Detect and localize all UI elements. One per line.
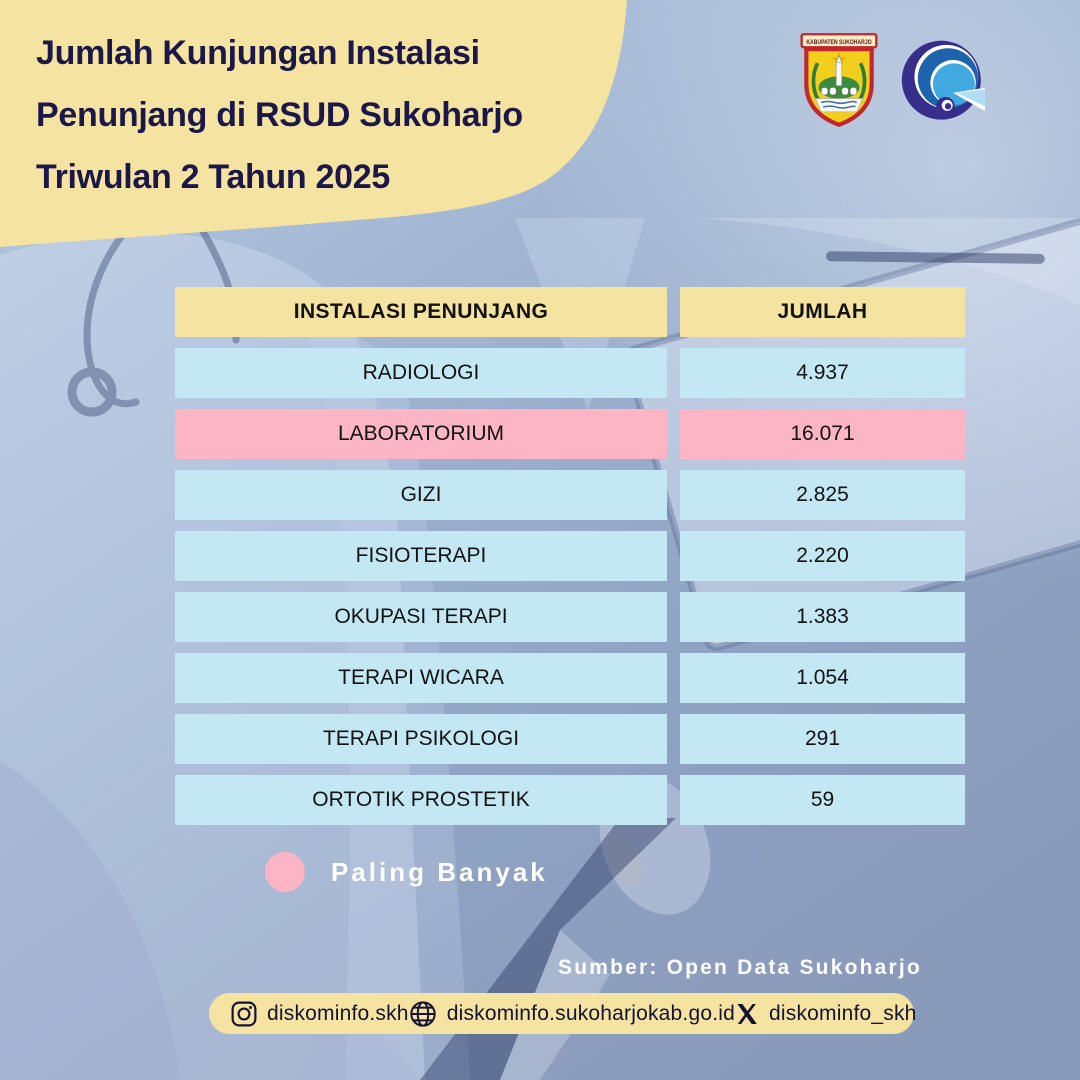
- website-handle-group: diskominfo.sukoharjokab.go.id: [409, 1000, 735, 1028]
- title-line-1: Jumlah Kunjungan Instalasi: [36, 34, 480, 72]
- page-title: Jumlah Kunjungan Instalasi Penunjang di …: [36, 22, 596, 208]
- source-text: Sumber: Open Data Sukoharjo: [558, 956, 922, 979]
- table-row-value: 59: [680, 775, 965, 825]
- table-row-label: ORTOTIK PROSTETIK: [175, 775, 667, 825]
- instagram-handle-group: diskominfo.skh: [231, 1001, 409, 1027]
- x-handle-group: diskominfo_skh: [735, 1002, 917, 1026]
- globe-icon: [409, 1000, 437, 1028]
- table-row-value: 1.054: [680, 653, 965, 703]
- table-row-label: TERAPI WICARA: [175, 653, 667, 703]
- table-row-label: RADIOLOGI: [175, 348, 667, 398]
- table-row-value: 1.383: [680, 592, 965, 642]
- table-row-value-highlighted: 16.071: [680, 409, 965, 459]
- x-icon: [735, 1002, 759, 1026]
- title-blob: [0, 0, 627, 247]
- instagram-icon: [231, 1001, 257, 1027]
- legend: Paling Banyak: [265, 852, 548, 892]
- table-header-jumlah: JUMLAH: [680, 287, 965, 337]
- table-row-label-highlighted: LABORATORIUM: [175, 409, 667, 459]
- table-header-instalasi: INSTALASI PENUNJANG: [175, 287, 667, 337]
- sukoharjo-crest-logo: KABUPATEN SUKOHARJO: [800, 33, 878, 127]
- table-row-value: 4.937: [680, 348, 965, 398]
- title-line-2: Penunjang di RSUD Sukoharjo: [36, 96, 523, 134]
- footer-social-bar: diskominfo.skh diskominfo.sukoharjokab.g…: [209, 993, 917, 1034]
- website-handle: diskominfo.sukoharjokab.go.id: [446, 1001, 735, 1025]
- data-table: INSTALASI PENUNJANG JUMLAH RADIOLOGI 4.9…: [175, 287, 965, 825]
- table-row-value: 291: [680, 714, 965, 764]
- legend-label: Paling Banyak: [331, 856, 548, 887]
- instagram-handle: diskominfo.skh: [267, 1001, 409, 1025]
- kominfo-logo: [901, 40, 985, 120]
- x-handle: diskominfo_skh: [769, 1001, 917, 1025]
- table-row-label: GIZI: [175, 470, 667, 520]
- crest-banner-text: KABUPATEN SUKOHARJO: [806, 39, 871, 46]
- table-row-label: TERAPI PSIKOLOGI: [175, 714, 667, 764]
- table-row-value: 2.825: [680, 470, 965, 520]
- title-line-3: Triwulan 2 Tahun 2025: [36, 158, 390, 196]
- table-row-label: OKUPASI TERAPI: [175, 592, 667, 642]
- table-row-value: 2.220: [680, 531, 965, 581]
- pink-dot-icon: [265, 852, 305, 892]
- table-row-label: FISIOTERAPI: [175, 531, 667, 581]
